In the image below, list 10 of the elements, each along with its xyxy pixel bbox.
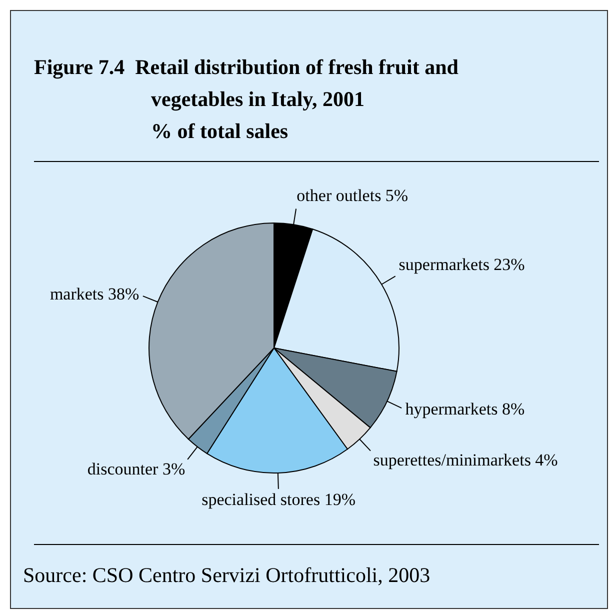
slice-label: markets 38% <box>50 284 140 304</box>
source-note: Source: CSO Centro Servizi Ortofrutticoli, 2003 <box>23 563 430 588</box>
slice-label: other outlets 5% <box>296 186 408 205</box>
chart-subtitle: % of total sales <box>151 118 290 145</box>
slice-label: superettes/minimarkets 4% <box>373 450 558 470</box>
chart-title: Figure 7.4 Retail distribution of fresh fruit and vegetables in Italy, 2001 <box>34 54 460 113</box>
slice-label: discounter 3% <box>87 460 186 479</box>
slice-label: specialised stores 19% <box>202 490 356 509</box>
slice-label: supermarkets 23% <box>398 255 525 274</box>
slice-label: hypermarkets 8% <box>405 400 525 419</box>
